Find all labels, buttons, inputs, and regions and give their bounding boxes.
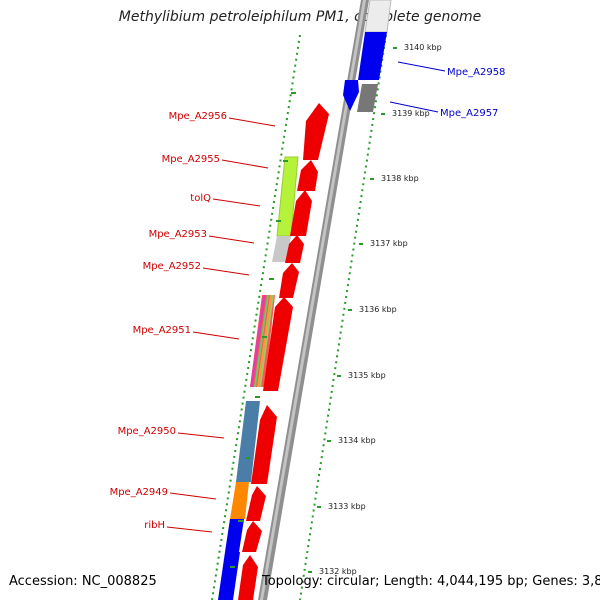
gene-leader-line bbox=[177, 432, 225, 439]
scale-ticks: 3140 kbp 3139 kbp 3138 kbp 3137 kbp 3136 kbp… bbox=[230, 43, 442, 576]
tick-label: 3133 kbp bbox=[328, 502, 366, 511]
tick-mark bbox=[393, 47, 397, 49]
tick-label: 3132 kbp bbox=[319, 567, 357, 576]
tick-label: 3134 kbp bbox=[338, 436, 376, 445]
tick-label: 3138 kbp bbox=[381, 174, 419, 183]
tick-label: 3139 kbp bbox=[392, 109, 430, 118]
minor-tick bbox=[291, 92, 296, 94]
gene-leader-line bbox=[192, 331, 240, 340]
minor-tick bbox=[283, 160, 288, 162]
gene-label-mpe_a2950: Mpe_A2950 bbox=[118, 426, 176, 437]
minor-tick bbox=[245, 457, 250, 459]
tick-mark bbox=[317, 506, 321, 508]
tick-mark bbox=[337, 375, 341, 377]
tick-label: 3136 kbp bbox=[359, 305, 397, 314]
topology-text: Topology: circular; Length: 4,044,195 bp… bbox=[262, 574, 600, 589]
gene-leader-line bbox=[228, 117, 276, 127]
gene-label-mpe_a2958: Mpe_A2958 bbox=[447, 67, 505, 78]
gene-label-ribh: ribH bbox=[144, 520, 165, 531]
minor-tick bbox=[262, 336, 267, 338]
gene-leader-line bbox=[166, 526, 213, 533]
gene-leader-line bbox=[169, 492, 217, 500]
gene-label-mpe_a2951: Mpe_A2951 bbox=[133, 325, 191, 336]
tick-mark bbox=[308, 571, 312, 573]
gene-label-mpe_a2952: Mpe_A2952 bbox=[143, 261, 201, 272]
gene-labels: Mpe_A2958 Mpe_A2957 Mpe_A2956 Mpe_A2955 tolQ… bbox=[110, 61, 505, 533]
tick-mark bbox=[370, 178, 374, 180]
accession-text: Accession: NC_008825 bbox=[9, 574, 157, 589]
tick-label: 3137 kbp bbox=[370, 239, 408, 248]
gene-label-mpe_a2953: Mpe_A2953 bbox=[149, 229, 207, 240]
tick-mark bbox=[348, 309, 352, 311]
map-title: Methylibium petroleiphilum PM1, complete… bbox=[118, 9, 482, 25]
minor-tick bbox=[276, 220, 281, 222]
gene-label-tolq: tolQ bbox=[190, 193, 211, 204]
minor-tick bbox=[269, 278, 274, 280]
gene-label-mpe_a2955: Mpe_A2955 bbox=[162, 154, 220, 165]
minor-tick bbox=[255, 396, 260, 398]
tick-mark bbox=[381, 113, 385, 115]
tick-label: 3135 kbp bbox=[348, 371, 386, 380]
minor-tick bbox=[238, 520, 243, 522]
gene-leader-line bbox=[208, 235, 255, 244]
gene-leader-line bbox=[221, 159, 269, 169]
gene-leader-line bbox=[212, 198, 261, 207]
reverse-genes bbox=[343, 0, 392, 112]
forward-genes bbox=[238, 103, 329, 600]
tick-mark bbox=[359, 243, 363, 245]
gene-leader-line bbox=[389, 101, 439, 113]
gene-leader-line bbox=[397, 61, 446, 72]
gene-label-mpe_a2956: Mpe_A2956 bbox=[169, 111, 227, 122]
cog-track bbox=[218, 156, 299, 600]
tick-label: 3140 kbp bbox=[404, 43, 442, 52]
minor-tick bbox=[230, 566, 235, 568]
gene-label-mpe_a2949: Mpe_A2949 bbox=[110, 487, 168, 498]
gene-leader-line bbox=[202, 267, 250, 276]
tick-mark bbox=[327, 440, 331, 442]
gene-label-mpe_a2957: Mpe_A2957 bbox=[440, 108, 498, 119]
backbone-highlight bbox=[260, 0, 366, 600]
